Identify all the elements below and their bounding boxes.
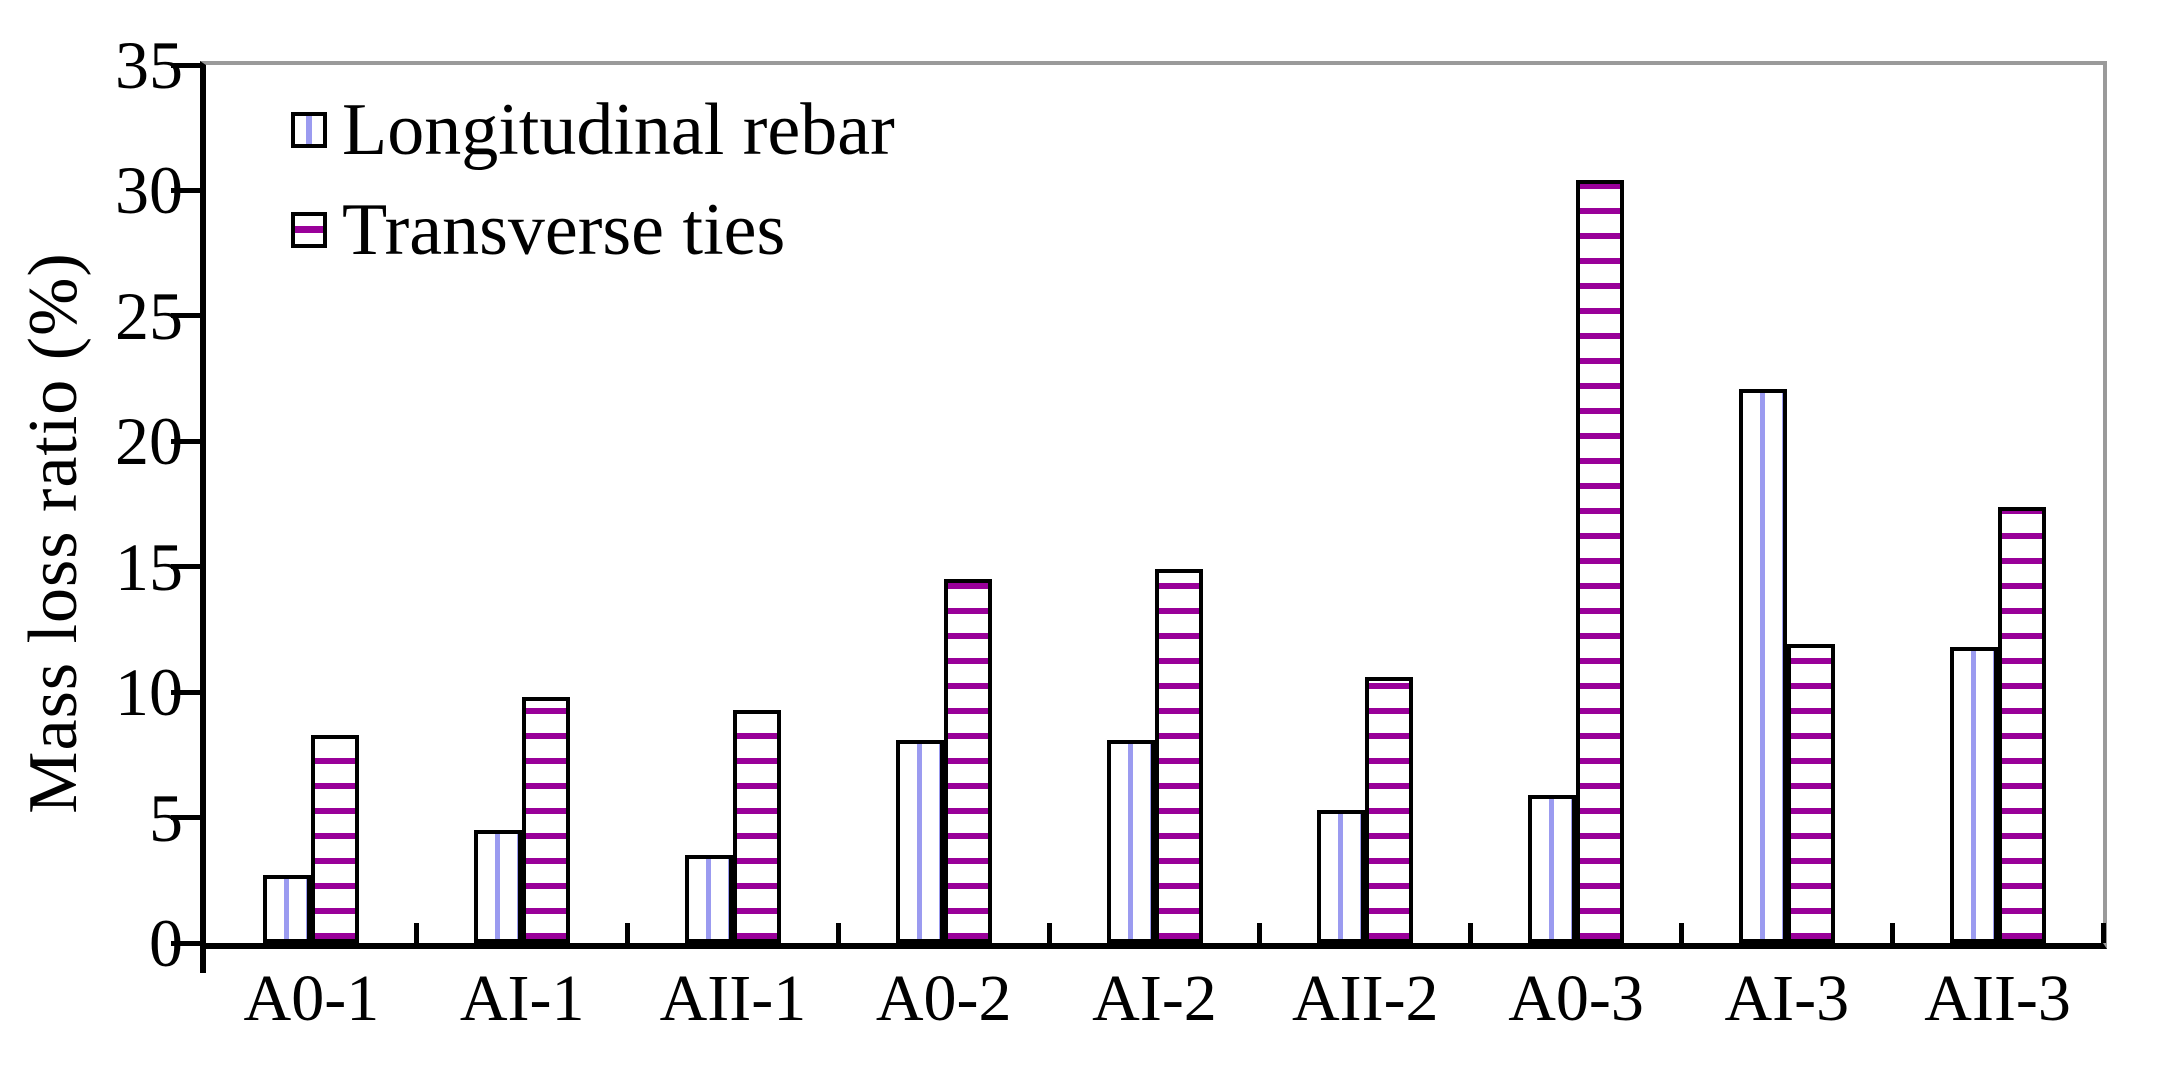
horizontal-stripe-swatch-icon — [291, 212, 327, 248]
y-tick-mark — [171, 187, 201, 193]
y-tick-label: 10 — [115, 654, 183, 731]
y-tick-mark — [171, 62, 201, 68]
y-tick-label: 15 — [115, 528, 183, 605]
y-tick-label: 0 — [149, 905, 183, 981]
x-axis-origin-tick — [200, 943, 206, 973]
x-tick-mark — [1468, 923, 1474, 943]
y-tick-label: 5 — [149, 779, 183, 856]
bar-transverse-ties-A0-1 — [311, 735, 360, 943]
bar-transverse-ties-AI-1 — [522, 697, 571, 943]
legend-item-longitudinal-rebar: Longitudinal rebar — [291, 88, 895, 172]
bar-longitudinal-rebar-AII-1 — [684, 855, 733, 943]
x-category-label: AII-2 — [1291, 962, 1439, 1035]
bar-longitudinal-rebar-A0-2 — [895, 740, 944, 943]
y-tick-label: 25 — [115, 277, 183, 354]
x-tick-mark — [1257, 923, 1263, 943]
y-tick-mark — [171, 815, 201, 821]
y-tick-label: 20 — [115, 403, 183, 480]
x-category-label: A0-1 — [243, 962, 380, 1035]
x-tick-mark — [625, 923, 631, 943]
x-category-label: AI-3 — [1724, 962, 1850, 1035]
bar-longitudinal-rebar-AII-3 — [1949, 647, 1998, 943]
y-tick-mark — [171, 940, 201, 946]
bar-longitudinal-rebar-AI-2 — [1106, 740, 1155, 943]
y-tick-mark — [171, 689, 201, 695]
legend-label: Transverse ties — [342, 189, 786, 271]
bar-longitudinal-rebar-AII-2 — [1317, 810, 1366, 943]
plot-area — [200, 61, 2107, 949]
x-category-label: AII-1 — [659, 962, 807, 1035]
legend-label: Longitudinal rebar — [342, 89, 895, 171]
x-category-label: AII-3 — [1924, 962, 2071, 1035]
bar-transverse-ties-AII-2 — [1365, 677, 1414, 943]
bar-transverse-ties-AI-2 — [1154, 569, 1203, 943]
bar-longitudinal-rebar-A0-3 — [1528, 795, 1577, 943]
x-tick-mark — [1889, 923, 1895, 943]
y-tick-mark — [171, 438, 201, 444]
plot-inner — [206, 65, 2106, 943]
x-tick-mark — [414, 923, 420, 943]
legend-item-transverse-ties: Transverse ties — [291, 188, 785, 272]
vertical-stripe-swatch-icon — [291, 112, 327, 148]
x-category-label: AI-1 — [459, 962, 585, 1035]
bar-transverse-ties-AII-3 — [1997, 507, 2046, 943]
y-tick-label: 30 — [115, 152, 183, 229]
x-tick-mark — [2100, 923, 2106, 943]
x-tick-mark — [1678, 923, 1684, 943]
y-tick-label: 35 — [115, 27, 183, 103]
bar-longitudinal-rebar-A0-1 — [263, 875, 312, 943]
x-category-label: A0-2 — [875, 962, 1012, 1035]
y-tick-mark — [171, 313, 201, 319]
x-category-label: A0-3 — [1508, 962, 1644, 1035]
bar-transverse-ties-AII-1 — [732, 710, 781, 943]
bar-transverse-ties-A0-2 — [943, 579, 992, 943]
bar-longitudinal-rebar-AI-1 — [474, 830, 523, 943]
bar-transverse-ties-A0-3 — [1576, 180, 1625, 943]
x-category-label: AI-2 — [1092, 962, 1217, 1035]
x-tick-mark — [835, 923, 841, 943]
x-tick-mark — [1046, 923, 1052, 943]
y-tick-mark — [171, 564, 201, 570]
bar-longitudinal-rebar-AI-3 — [1738, 389, 1787, 943]
bar-transverse-ties-AI-3 — [1786, 644, 1835, 943]
